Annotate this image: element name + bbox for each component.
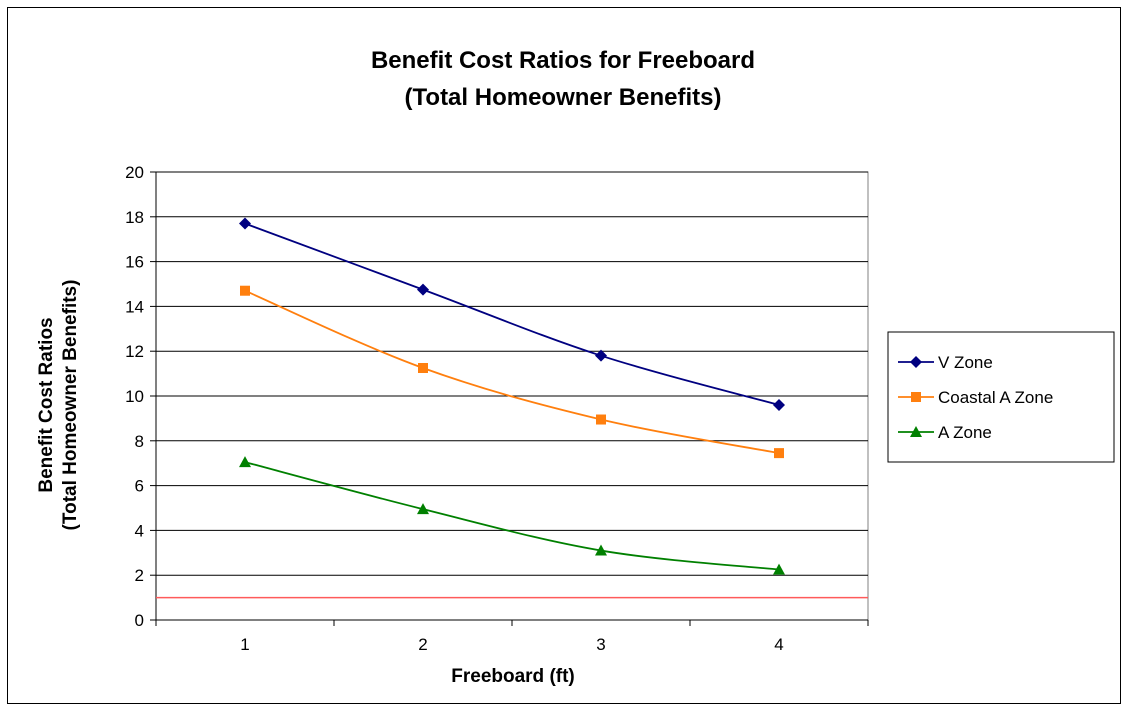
y-axis-title-line-2: (Total Homeowner Benefits) <box>60 280 81 531</box>
y-tick-label-2: 2 <box>135 566 144 585</box>
y-tick-label-20: 20 <box>125 163 144 182</box>
y-tick-label-6: 6 <box>135 477 144 496</box>
series-point-coastal-a-zone-3 <box>596 414 606 425</box>
series-point-coastal-a-zone-1 <box>240 285 250 296</box>
chart-frame: Benefit Cost Ratios for Freeboard (Total… <box>7 7 1121 704</box>
series-point-a-zone-2 <box>417 503 429 515</box>
legend-label-v-zone: V Zone <box>938 353 993 372</box>
chart: Benefit Cost Ratios for Freeboard (Total… <box>36 47 1115 687</box>
series-line-a-zone <box>244 461 780 571</box>
series-point-coastal-a-zone-2 <box>418 363 428 373</box>
chart-title-line-1: Benefit Cost Ratios for Freeboard <box>371 47 755 74</box>
series-point-v-zone-3 <box>595 349 607 362</box>
series-point-a-zone-4 <box>773 563 785 575</box>
y-tick-label-18: 18 <box>125 208 144 227</box>
legend-label-a-zone: A Zone <box>938 423 992 442</box>
series-point-v-zone-4 <box>773 398 785 411</box>
series-point-a-zone-3 <box>595 544 607 556</box>
series-line-coastal-a-zone <box>244 289 780 455</box>
chart-title: Benefit Cost Ratios for Freeboard (Total… <box>371 47 755 111</box>
series-point-coastal-a-zone-4 <box>774 448 784 459</box>
series-point-a-zone-1 <box>239 456 251 468</box>
y-axis-title-line-1: Benefit Cost Ratios <box>36 317 57 492</box>
y-tick-label-16: 16 <box>125 253 144 272</box>
x-tick-label-3: 3 <box>596 635 605 654</box>
legend-label-coastal-a-zone: Coastal A Zone <box>938 388 1053 407</box>
series-point-v-zone-1 <box>239 217 251 230</box>
y-tick-label-12: 12 <box>125 342 144 361</box>
y-axis-title: Benefit Cost Ratios (Total Homeowner Ben… <box>36 280 81 531</box>
x-axis-title: Freeboard (ft) <box>451 666 575 687</box>
legend-marker-a-zone <box>910 426 922 437</box>
x-tick-label-1: 1 <box>240 635 249 654</box>
chart-title-line-2: (Total Homeowner Benefits) <box>405 84 722 111</box>
x-tick-label-2: 2 <box>418 635 427 654</box>
y-tick-label-14: 14 <box>125 297 144 316</box>
y-tick-label-0: 0 <box>135 611 144 630</box>
y-tick-label-4: 4 <box>135 521 144 540</box>
x-tick-label-4: 4 <box>774 635 783 654</box>
legend-marker-coastal-a-zone <box>911 392 921 402</box>
series-line-v-zone <box>244 222 780 406</box>
series-point-v-zone-2 <box>417 283 429 296</box>
legend: V Zone Coastal A Zone A Zone <box>887 331 1115 463</box>
legend-marker-v-zone <box>910 356 922 368</box>
y-tick-label-10: 10 <box>125 387 144 406</box>
y-tick-label-8: 8 <box>135 432 144 451</box>
